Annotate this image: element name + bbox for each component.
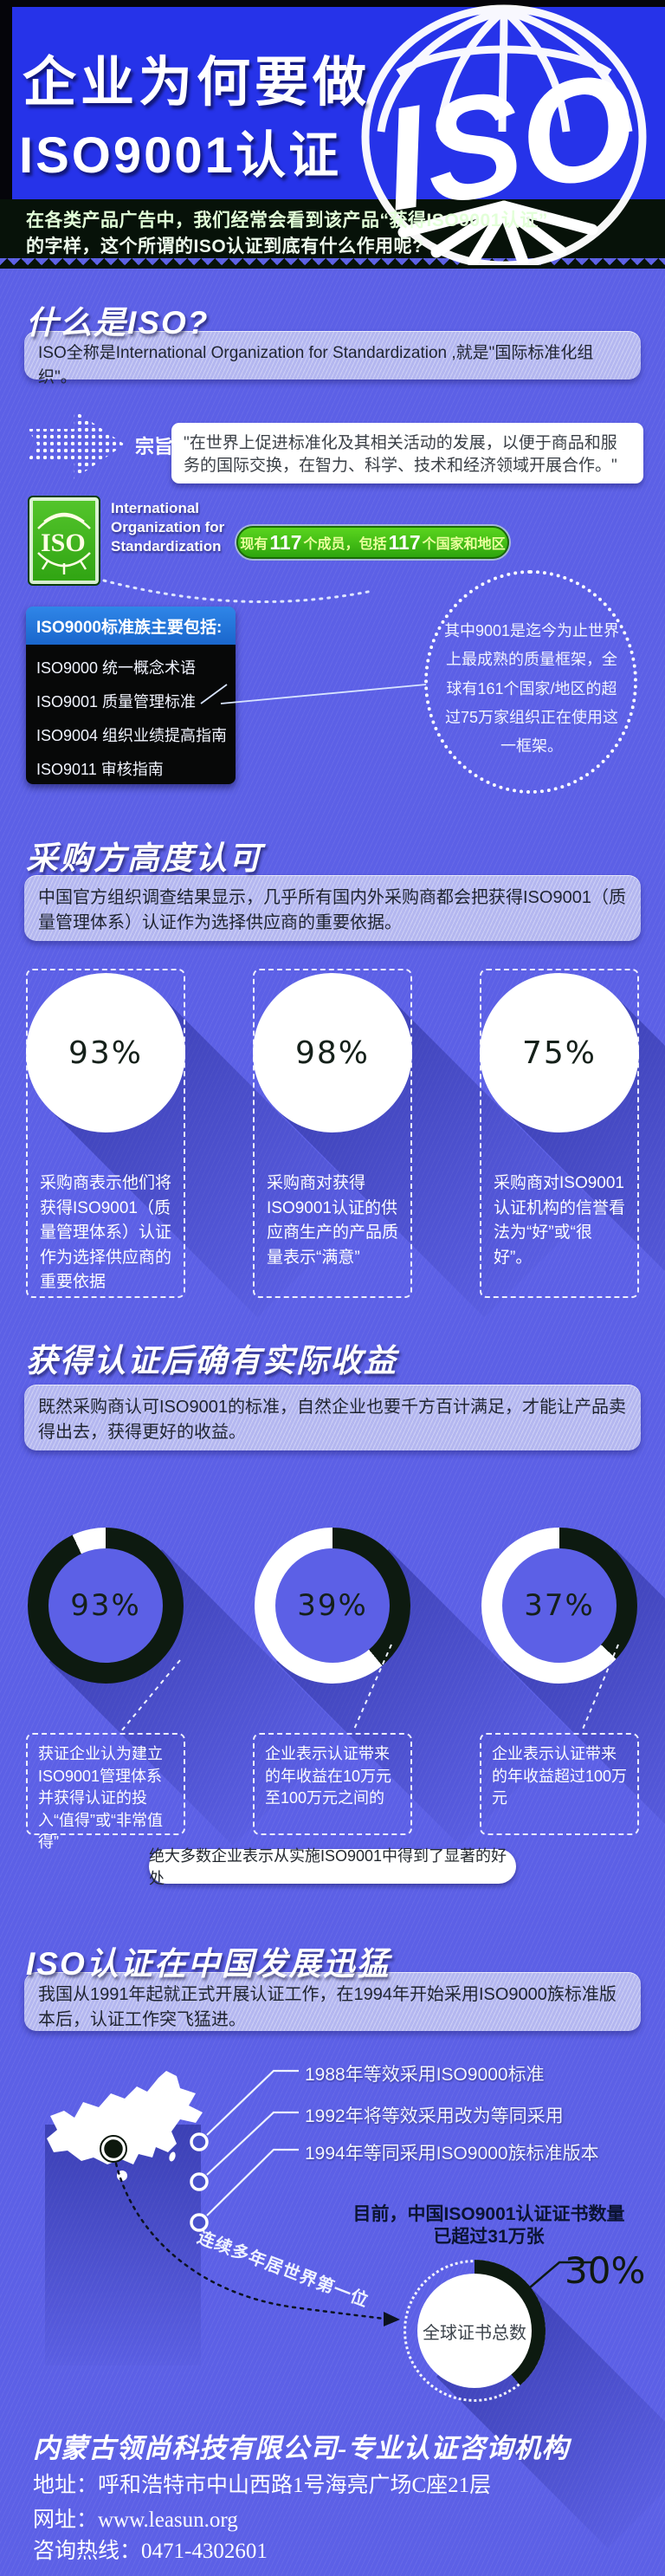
member-count-badge: 现有 117 个成员，包括 117 个国家和地区 [236, 526, 509, 559]
stat-caption-3: 采购商对ISO9001认证机构的信誉看法为“好”或“很好”。 [494, 1174, 626, 1267]
intro-text-line1: 在各类产品广告中，我们经常会看到该产品“获得ISO9001认证” [26, 211, 548, 230]
member-text-part: 个国家和地区 [422, 537, 506, 552]
timeline-item-1988: 1988年等效采用ISO9000标准 [305, 2065, 545, 2085]
member-text-part: 个成员，包括 [303, 537, 387, 552]
iso-organization-logo: ISO [28, 496, 100, 586]
family-box-body: ISO9000 统一概念术语 ISO9001 质量管理标准 ISO9004 组织… [26, 645, 236, 784]
iso-definition-panel: ISO全称是International Organization for Sta… [24, 331, 641, 386]
donut-value-1: 93% [70, 1588, 141, 1623]
timeline-item-1994: 1994年等同采用ISO9000族标准版本 [305, 2144, 599, 2164]
stat-column-3 [480, 969, 639, 1298]
stat-caption-1: 采购商表示他们将获得ISO9001（质量管理体系）认证作为选择供应商的重要依据 [40, 1174, 172, 1291]
certificate-count-line1: 目前，中国ISO9001认证证书数量 [352, 2204, 625, 2224]
buyers-intro-panel: 中国官方组织调查结果显示，几乎所有国内外采购商都会把获得ISO9001（质量管理… [24, 875, 641, 941]
poster-title-line1: 企业为何要做 [23, 53, 371, 113]
iso-globe-logo: ISO [361, 4, 647, 265]
donut-caption-box-3 [480, 1733, 639, 1835]
donut-caption-box-1 [26, 1733, 185, 1835]
donut-caption-2: 企业表示认证带来的年收益在10万元至100万元之间的 [265, 1745, 392, 1807]
stat-value-2: 98% [294, 1035, 370, 1071]
iso9000-family-box: ISO9000标准族主要包括: ISO9000 统一概念术语 ISO9001 质… [26, 607, 236, 784]
donut-caption-3: 企业表示认证带来的年收益超过100万元 [492, 1745, 628, 1807]
family-item-iso9004: ISO9004 组织业绩提高指南 [36, 726, 228, 744]
donut-value-2: 39% [297, 1588, 368, 1623]
donut-chart-3: 37% [481, 1528, 637, 1684]
iso-logo-text: ISO [41, 529, 86, 557]
dotted-arrow-icon [28, 410, 125, 479]
timeline-item-1992: 1992年将等效采用改为等同采用 [305, 2106, 564, 2126]
poster-title-line2: ISO9001认证 [19, 127, 341, 184]
stat-caption-2: 采购商对获得ISO9001认证的供应商生产的产品质量表示“满意” [267, 1174, 399, 1267]
donut-chart-2: 39% [255, 1528, 410, 1684]
section-heading-china: ISO认证在中国发展迅猛 [26, 1946, 391, 1982]
member-count-number: 117 [269, 530, 302, 554]
purpose-box: "在世界上促进标准化及其相关活动的发展，以便于商品和服务的国际交换，在智力、科学… [171, 423, 643, 483]
family-box-header: ISO9000标准族主要包括: [26, 607, 236, 645]
iso-logo-caption: International Organization for Standardi… [111, 500, 225, 555]
footer-address: 地址：呼和浩特市中山西路1号海亮广场C座21层 [33, 2474, 492, 2497]
pie-value-label: 30% [565, 2249, 646, 2292]
dotted-bubble [424, 570, 637, 794]
donut-caption-1: 获证企业认为建立ISO9001管理体系并获得认证的投入“值得”或“非常值得” [38, 1745, 163, 1852]
intro-text-line2: 的字样，这个所谓的ISO认证到底有什么作用呢? [26, 237, 424, 256]
footer-company: 内蒙古领尚科技有限公司-专业认证咨询机构 [33, 2433, 570, 2463]
stat-circle-1: 93% [26, 973, 185, 1132]
family-item-iso9011: ISO9011 审核指南 [36, 760, 164, 778]
globe-iso-text: ISO [372, 42, 645, 242]
pie-center-label: 全球证书总数 [417, 2274, 532, 2388]
stat-column-1 [26, 969, 185, 1298]
section-heading-buyers: 采购方高度认可 [26, 840, 262, 876]
china-intro-panel: 我国从1991年起就正式开展认证工作，在1994年开始采用ISO9000族标准版… [24, 1972, 641, 2031]
stat-circle-2: 98% [253, 973, 412, 1132]
stat-value-1: 93% [68, 1035, 143, 1071]
section-heading-what-is-iso: 什么是ISO? [26, 305, 210, 341]
footer-hotline: 咨询热线：0471-4302601 [33, 2540, 268, 2563]
certificate-count-note: 目前，中国ISO9001认证证书数量 已超过31万张 [339, 2203, 638, 2249]
certificate-count-line2: 已超过31万张 [433, 2227, 545, 2248]
section-heading-benefits: 获得认证后确有实际收益 [26, 1343, 397, 1379]
stat-column-2 [253, 969, 412, 1298]
donut-chart-1: 93% [28, 1528, 184, 1684]
family-item-iso9000: ISO9000 统一概念术语 [36, 659, 197, 677]
member-text-part: 现有 [240, 537, 268, 552]
donut-value-3: 37% [524, 1588, 595, 1623]
donut-caption-box-2 [253, 1733, 412, 1835]
header-left-border [0, 0, 12, 199]
purpose-label: 宗旨: [135, 436, 180, 457]
benefits-note-pill: 绝大多数企业表示从实施ISO9001中得到了显著的好处 [149, 1847, 516, 1887]
stat-circle-3: 75% [480, 973, 639, 1132]
family-item-iso9001: ISO9001 质量管理标准 [36, 692, 197, 711]
benefits-intro-panel: 既然采购商认可ISO9001的标准，自然企业也要千方百计满足，才能让产品卖得出去… [24, 1385, 641, 1450]
bubble-text: 其中9001是迄今为止世界上最成熟的质量框架，全球有161个国家/地区的超过75… [443, 622, 620, 756]
china-map [47, 2071, 203, 2181]
stat-value-3: 75% [521, 1035, 597, 1071]
member-count-number: 117 [388, 530, 421, 554]
zigzag-divider [0, 258, 665, 269]
footer-website: 网址：www.leasun.org [33, 2508, 238, 2532]
